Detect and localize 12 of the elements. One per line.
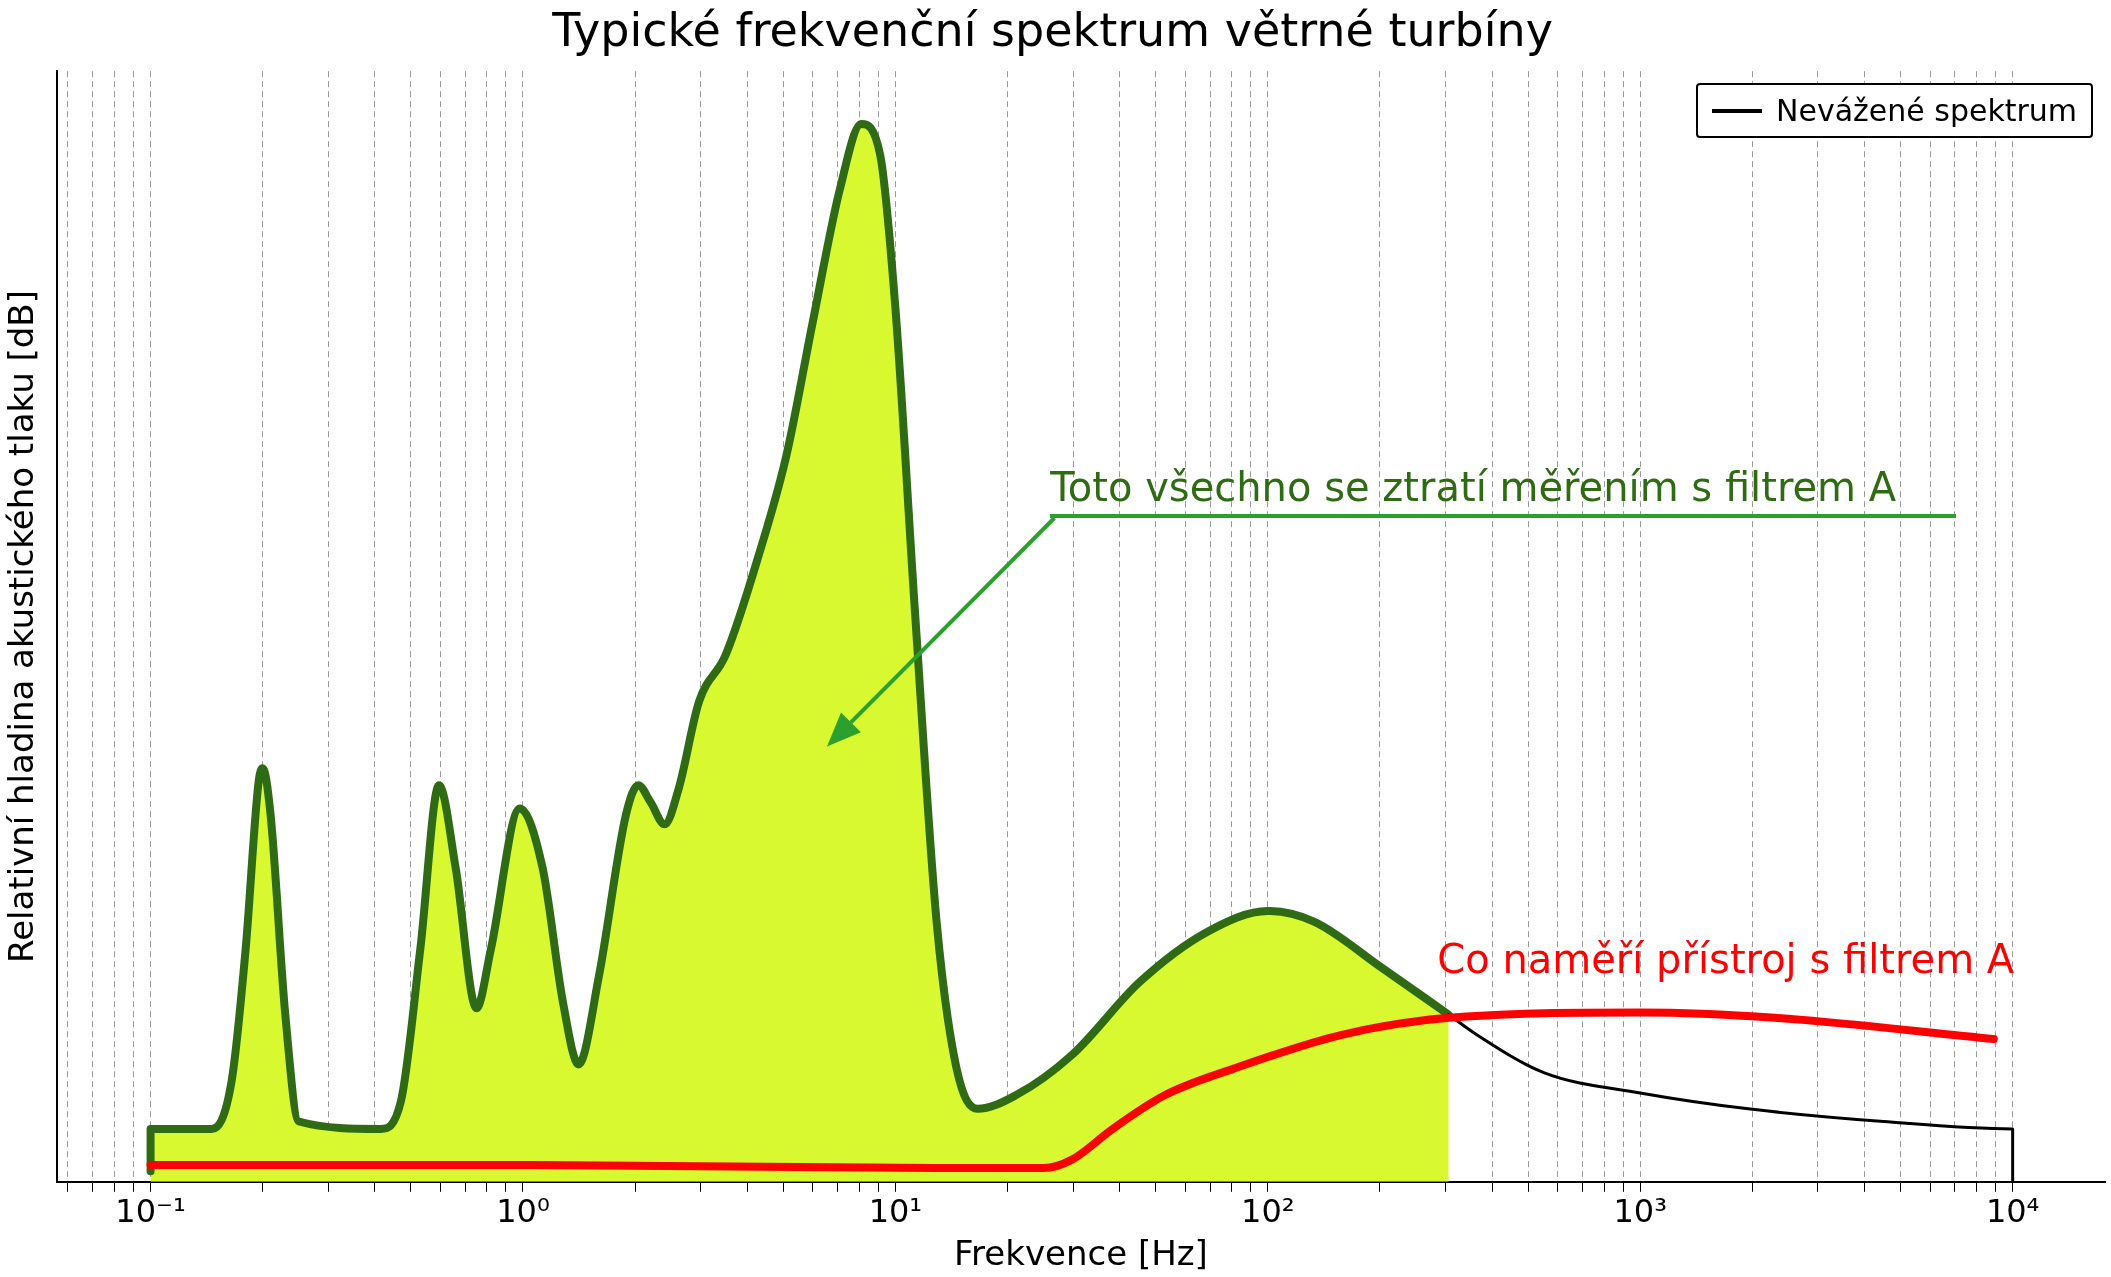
legend-label: Nevážené spektrum — [1776, 93, 2078, 129]
x-tick-label: 10³ — [1613, 1192, 1668, 1231]
chart-title: Typické frekvenční spektrum větrné turbíny — [551, 2, 1553, 57]
x-tick-label: 10⁴ — [1985, 1192, 2040, 1231]
x-tick-label: 10¹ — [868, 1192, 923, 1231]
annotation: Co naměří přístroj s filtrem A — [1437, 935, 2015, 982]
annotation: Toto všechno se ztratí měřením s filtrem A — [1050, 463, 1957, 518]
x-tick-label: 10² — [1241, 1192, 1295, 1231]
y-axis-title: Relativní hladina akustického tlaku [dB] — [1, 290, 42, 963]
x-axis-title: Frekvence [Hz] — [953, 1233, 1208, 1274]
x-tick-label: 10⁻¹ — [115, 1192, 186, 1231]
x-tick-label: 10⁰ — [496, 1192, 550, 1231]
